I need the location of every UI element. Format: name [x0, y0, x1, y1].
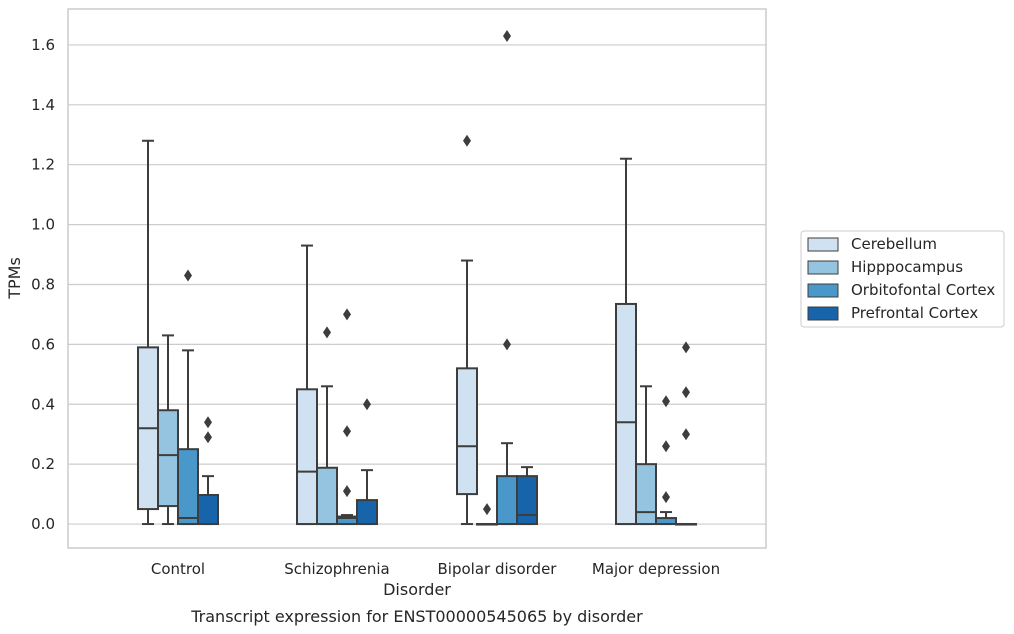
y-tick-label: 1.4	[31, 96, 55, 114]
box-iqr	[516, 475, 538, 526]
legend-swatch	[807, 237, 839, 252]
x-tick-label: Control	[151, 560, 205, 578]
box-0-2	[456, 134, 478, 526]
outlier-point	[204, 431, 212, 444]
box-0-3	[615, 157, 637, 526]
box-iqr	[197, 493, 219, 526]
outlier-point	[682, 428, 690, 441]
legend-label: Hipppocampus	[851, 258, 963, 276]
outlier-point	[503, 29, 511, 42]
box-iqr	[316, 466, 338, 526]
x-tick-label: Schizophrenia	[284, 560, 389, 578]
box-2-3	[655, 395, 677, 526]
legend-swatch	[807, 260, 839, 275]
chart-caption: Transcript expression for ENST0000054506…	[190, 607, 643, 626]
plot-frame	[67, 8, 767, 549]
box-iqr	[496, 475, 518, 526]
y-tick-label: 0.6	[31, 335, 55, 353]
box-0-1	[296, 244, 318, 526]
outlier-point	[204, 416, 212, 429]
x-tick-label: Bipolar disorder	[438, 560, 558, 578]
box-3-2	[516, 466, 538, 526]
outlier-point	[363, 398, 371, 411]
y-tick-label: 1.6	[31, 36, 55, 54]
legend-label: Prefrontal Cortex	[851, 304, 978, 322]
y-tick-labels: 0.0 0.2 0.4 0.6 0.8 1.0 1.2 1.4 1.6	[31, 36, 55, 533]
box-iqr	[456, 367, 478, 496]
outlier-point	[184, 269, 192, 282]
outlier-point	[483, 503, 491, 516]
box-iqr	[615, 302, 637, 526]
outlier-point	[323, 326, 331, 339]
box-2-1	[336, 308, 358, 526]
box-1-1	[316, 326, 338, 526]
legend-label: Orbitofontal Cortex	[851, 281, 995, 299]
box-iqr	[635, 463, 657, 526]
outlier-point	[463, 134, 471, 147]
x-tick-label: Major depression	[592, 560, 720, 578]
y-axis-label: TPMs	[5, 257, 24, 300]
legend-label: Cerebellum	[851, 235, 937, 253]
y-tick-label: 0.8	[31, 275, 55, 293]
outlier-point	[343, 425, 351, 438]
box-2-0	[177, 269, 199, 526]
box-iqr	[177, 448, 199, 526]
y-tick-label: 0.0	[31, 515, 55, 533]
box-iqr	[296, 388, 318, 526]
box-iqr	[356, 499, 378, 526]
y-tick-label: 1.2	[31, 156, 55, 174]
legend-swatch	[807, 306, 839, 321]
outlier-point	[662, 395, 670, 408]
box-3-3	[675, 341, 697, 526]
box-iqr	[157, 409, 179, 508]
y-tick-label: 0.4	[31, 395, 55, 413]
outlier-point	[503, 338, 511, 351]
y-tick-label: 0.2	[31, 455, 55, 473]
outlier-point	[343, 308, 351, 321]
box-3-0	[197, 416, 219, 526]
x-axis-label: Disorder	[383, 580, 451, 599]
outlier-point	[343, 485, 351, 498]
y-tick-label: 1.0	[31, 216, 55, 234]
outlier-point	[682, 386, 690, 399]
outlier-point	[682, 341, 690, 354]
legend-swatch	[807, 283, 839, 298]
box-3-1	[356, 398, 378, 526]
outlier-point	[662, 440, 670, 453]
box-layer	[137, 29, 697, 526]
legend-frame	[800, 230, 1005, 328]
x-tick-labels: Control Schizophrenia Bipolar disorder Majo…	[151, 560, 720, 578]
outlier-point	[662, 491, 670, 504]
legend: Cerebellum Hipppocampus Orbitofontal Corte…	[800, 230, 1005, 328]
box-1-3	[635, 385, 657, 526]
box-1-0	[157, 334, 179, 526]
